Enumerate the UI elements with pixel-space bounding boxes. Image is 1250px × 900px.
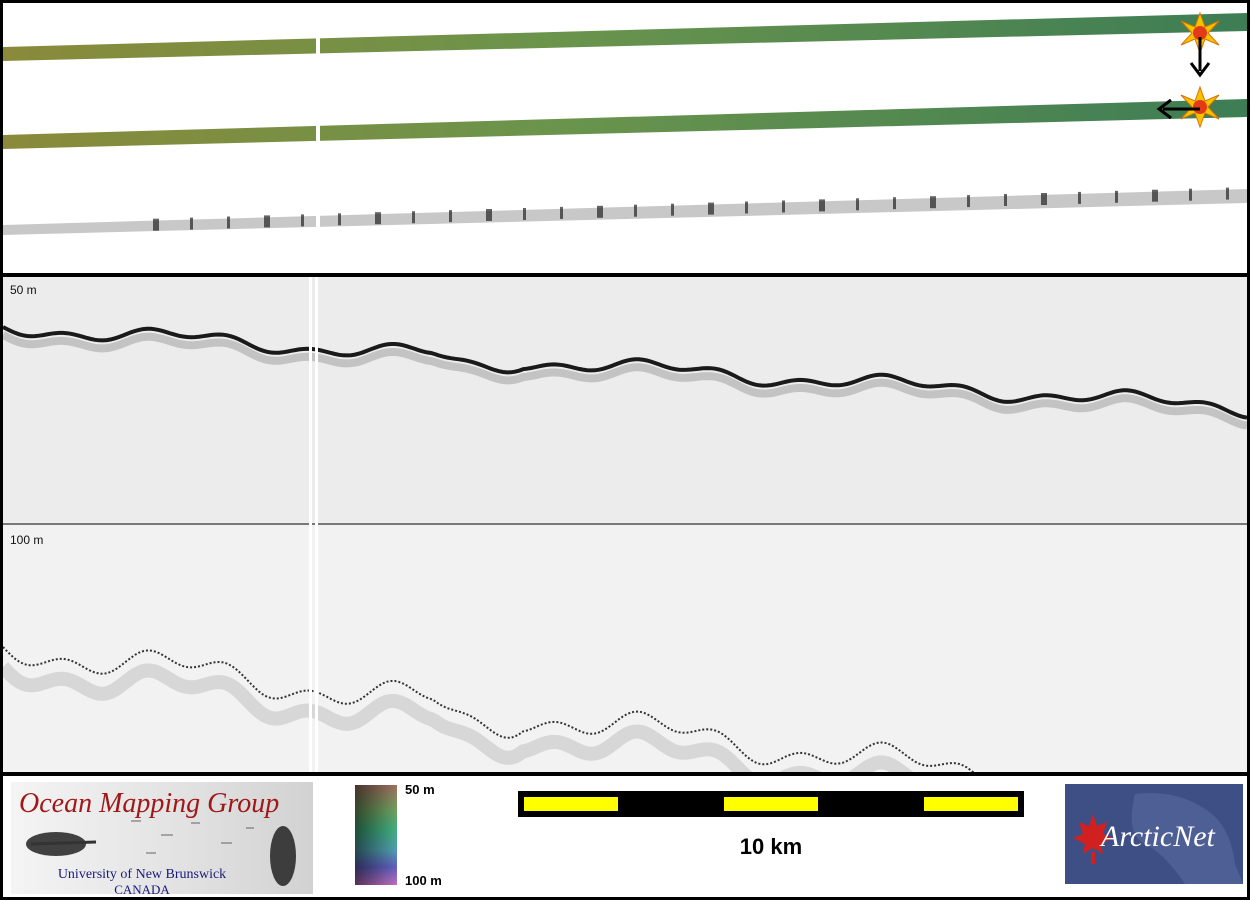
backscatter-streak <box>782 200 785 213</box>
data-gap <box>316 3 320 273</box>
backscatter-streak <box>893 197 896 210</box>
colorbar-top-label: 50 m <box>405 782 435 797</box>
echogram <box>3 277 1247 772</box>
backscatter-streak <box>1189 188 1192 201</box>
seabed-reflector-upper <box>3 325 1247 430</box>
swath-map-panel <box>3 3 1247 273</box>
arcticnet-wordmark: ArcticNet <box>1101 820 1215 853</box>
bathymetry-swath-lower <box>3 99 1247 149</box>
backscatter-streak <box>301 214 304 227</box>
maple-leaf-icon <box>1073 793 1243 884</box>
scale-bar-label: 10 km <box>739 834 803 859</box>
backscatter-streaks <box>153 187 1229 231</box>
backscatter-streak <box>1078 191 1081 204</box>
logo-country: CANADA <box>114 882 170 894</box>
data-gap <box>315 277 318 772</box>
backscatter-streak <box>1226 187 1229 200</box>
scale-bar-segment <box>724 797 818 811</box>
echogram-panel: 50 m 100 m <box>3 277 1247 772</box>
backscatter-streak <box>375 212 381 225</box>
depth-label-50m: 50 m <box>10 283 37 297</box>
scale-bar <box>518 791 1024 817</box>
scale-bar-segment <box>924 797 1018 811</box>
seabed-reflector-lower <box>3 646 975 772</box>
backscatter-streak <box>153 218 159 231</box>
depth-colorbar <box>355 785 397 885</box>
arrow-left-icon <box>1156 98 1200 120</box>
backscatter-streak <box>486 209 492 221</box>
logo-university: University of New Brunswick <box>57 867 227 882</box>
backscatter-streak <box>930 196 936 209</box>
backscatter-streak <box>856 198 859 211</box>
backscatter-streak <box>1152 189 1158 202</box>
backscatter-streak <box>264 215 270 228</box>
backscatter-streak <box>634 204 637 217</box>
backscatter-streak <box>412 211 415 224</box>
arrow-down-icon <box>1189 37 1211 78</box>
backscatter-streak <box>819 199 825 212</box>
backscatter-streak <box>1004 194 1007 206</box>
backscatter-streak <box>190 217 193 230</box>
backscatter-streak <box>708 202 714 215</box>
logo-title: Ocean Mapping Group <box>19 788 280 819</box>
backscatter-swath <box>3 189 1247 235</box>
backscatter-streak <box>227 216 230 229</box>
backscatter-streak <box>1041 193 1047 205</box>
ocean-mapping-group-logo: Ocean Mapping Group University of New Br… <box>11 782 313 894</box>
colorbar-bottom-label: 100 m <box>405 873 442 888</box>
backscatter-streak <box>967 195 970 208</box>
scale-bar-segment <box>524 797 618 811</box>
backscatter-streak <box>338 213 341 226</box>
swath-map <box>3 3 1247 273</box>
depth-label-100m: 100 m <box>10 533 44 547</box>
arcticnet-logo: ArcticNet <box>1065 784 1243 884</box>
backscatter-streak <box>671 203 674 216</box>
bathymetry-swath-upper <box>3 13 1247 61</box>
data-gap <box>309 277 312 772</box>
legend-panel: Ocean Mapping Group University of New Br… <box>3 776 1247 897</box>
backscatter-streak <box>1115 190 1118 203</box>
backscatter-streak <box>597 205 603 218</box>
backscatter-streak <box>560 206 563 219</box>
backscatter-streak <box>523 208 526 220</box>
backscatter-streak <box>745 201 748 214</box>
backscatter-streak <box>449 210 452 223</box>
sonar-vehicles-icon <box>26 820 296 886</box>
